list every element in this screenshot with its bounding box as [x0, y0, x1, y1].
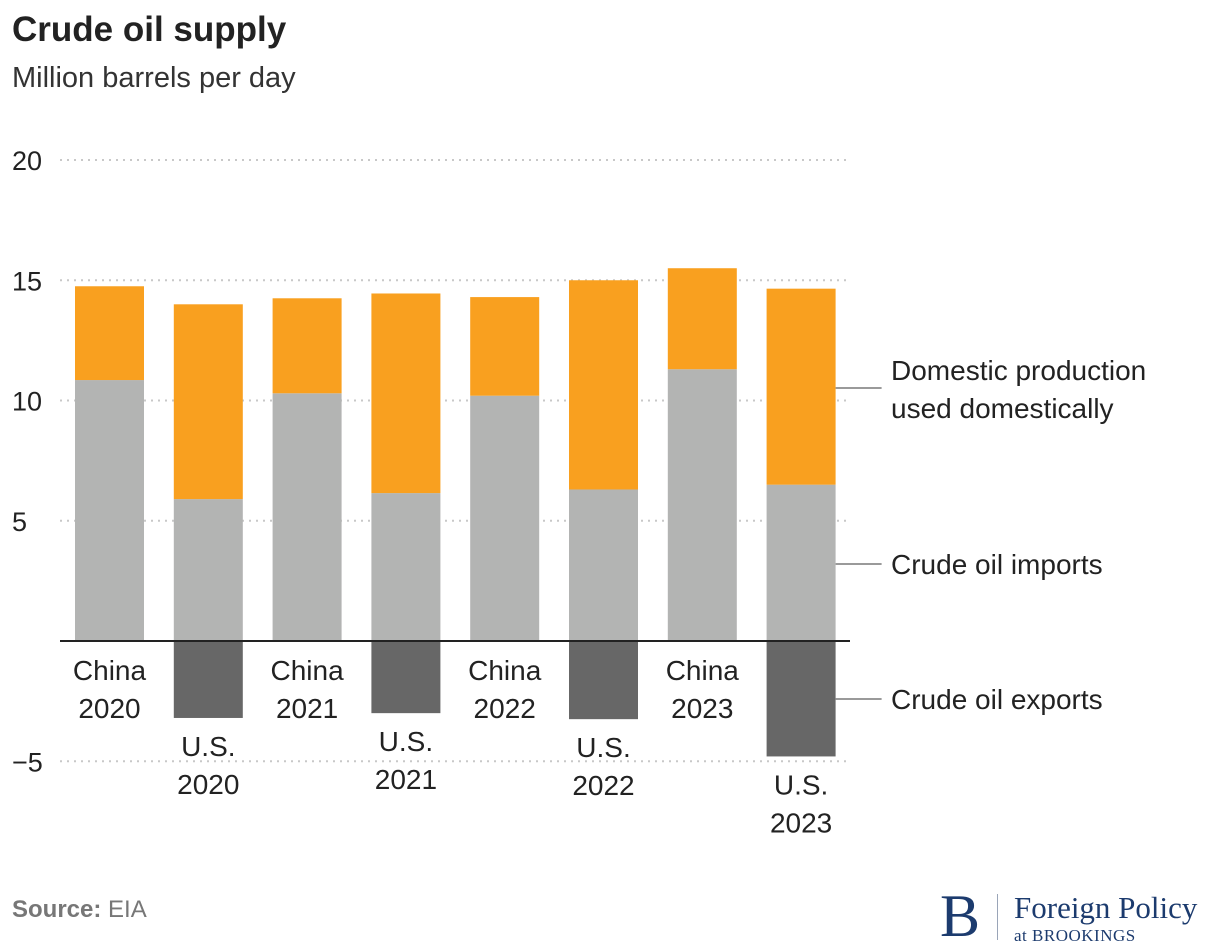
category-label: 2022 — [572, 770, 634, 801]
category-label: 2021 — [375, 764, 437, 795]
bar-imports — [569, 489, 638, 641]
source-note: Source: EIA — [12, 896, 147, 924]
bar-imports — [371, 493, 441, 641]
bar-domestic — [272, 298, 342, 394]
category-label: China — [666, 655, 740, 686]
category-label: China — [468, 655, 542, 686]
bar-domestic — [667, 268, 737, 370]
chart-title: Crude oil supply — [12, 10, 287, 49]
y-tick-label: 5 — [12, 507, 27, 537]
legend-exports-label: Crude oil exports — [891, 684, 1103, 715]
brand-logo: B Foreign Policy at BROOKINGS — [940, 883, 1215, 949]
y-axis-ticks: 20 15 10 5 −5 — [12, 146, 43, 777]
bar-exports — [371, 641, 441, 714]
bar-domestic — [173, 304, 243, 500]
bar-domestic — [766, 288, 836, 485]
category-label: China — [271, 655, 345, 686]
category-label: U.S. — [379, 726, 433, 757]
bar-exports — [766, 641, 836, 757]
legend: Domestic production used domestically Crud… — [835, 355, 1146, 715]
bar-imports — [272, 393, 342, 641]
bar-imports — [667, 369, 737, 641]
bar-imports — [766, 484, 836, 641]
brand-name: Foreign Policy — [1014, 890, 1198, 925]
stacked-bar-chart: 20 15 10 5 −5 China 2020 U.S. 2020 China 2021 U.S.… — [12, 146, 1146, 838]
bar-imports — [75, 380, 144, 641]
chart-subtitle: Million barrels per day — [12, 62, 296, 94]
brand-subtitle: at BROOKINGS — [1014, 926, 1136, 945]
category-label: 2022 — [474, 693, 536, 724]
bars — [75, 268, 836, 757]
category-label: 2023 — [770, 807, 832, 838]
category-label: 2020 — [78, 693, 140, 724]
bar-exports — [569, 641, 638, 720]
brand-mark: B — [940, 883, 981, 949]
legend-imports-label: Crude oil imports — [891, 549, 1103, 580]
legend-domestic-label: used domestically — [891, 393, 1114, 424]
bar-imports — [470, 395, 540, 641]
legend-domestic-label: Domestic production — [891, 355, 1146, 386]
bar-domestic — [569, 280, 638, 490]
bar-exports — [173, 641, 243, 718]
brand-divider — [997, 894, 998, 940]
category-labels: China 2020 U.S. 2020 China 2021 U.S. 2021 China 2… — [73, 655, 832, 838]
bar-domestic — [371, 293, 441, 494]
category-label: U.S. — [774, 769, 828, 800]
bar-imports — [173, 499, 243, 641]
category-label: China — [73, 655, 147, 686]
category-label: 2021 — [276, 693, 338, 724]
bar-domestic — [75, 286, 144, 381]
y-tick-label: −5 — [12, 747, 43, 777]
y-tick-label: 20 — [12, 146, 42, 176]
category-label: U.S. — [576, 732, 630, 763]
source-value: EIA — [108, 896, 147, 923]
category-label: 2020 — [177, 769, 239, 800]
bar-domestic — [470, 297, 540, 396]
category-label: 2023 — [671, 693, 733, 724]
category-label: U.S. — [181, 731, 235, 762]
y-tick-label: 10 — [12, 387, 42, 417]
y-tick-label: 15 — [12, 266, 42, 296]
source-label: Source: — [12, 896, 102, 923]
